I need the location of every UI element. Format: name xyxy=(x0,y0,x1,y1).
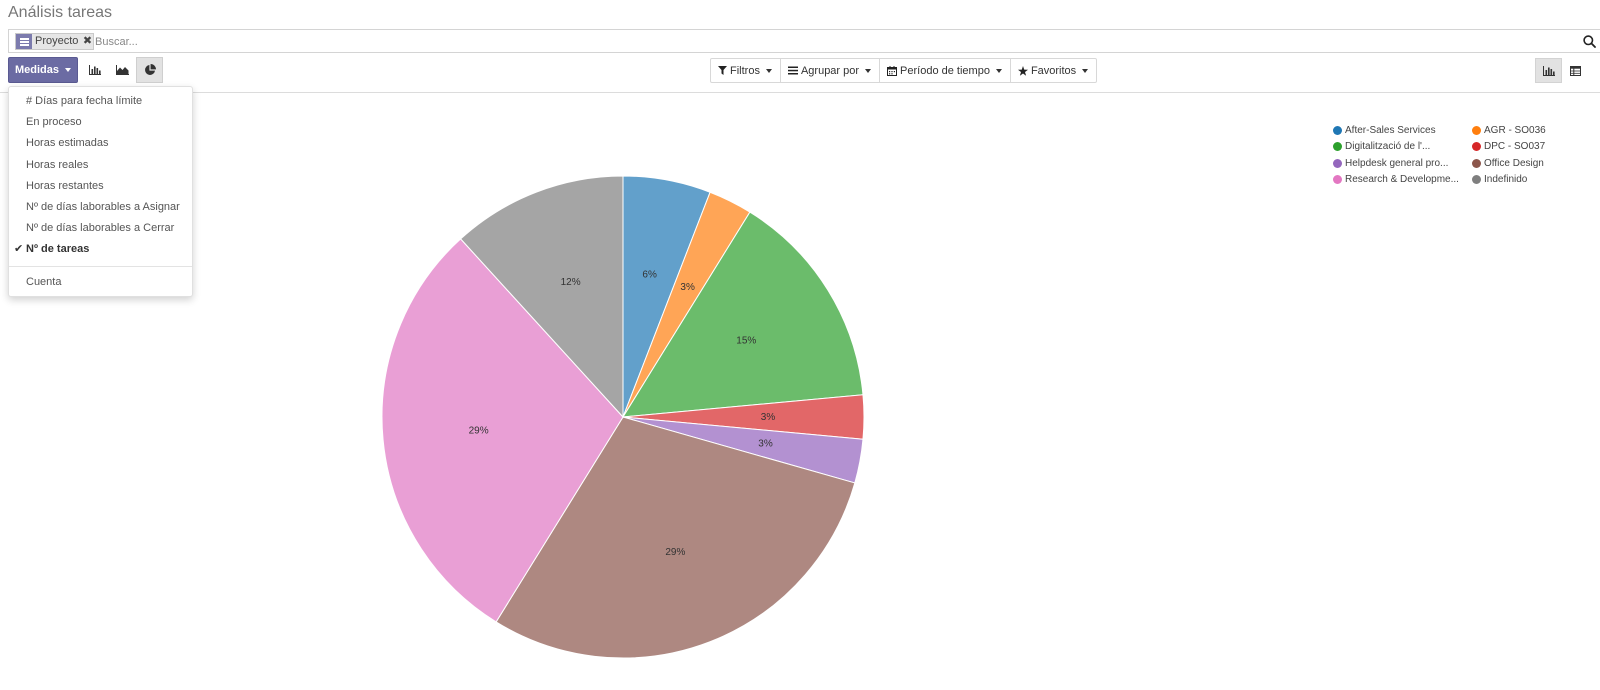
star-icon xyxy=(1017,65,1028,76)
legend-item[interactable]: Office Design xyxy=(1472,156,1544,170)
check-icon: ✔ xyxy=(14,243,24,256)
graph-view-icon xyxy=(1542,65,1555,76)
legend-color-swatch xyxy=(1333,175,1342,184)
legend-color-swatch xyxy=(1333,142,1342,151)
legend-label: Office Design xyxy=(1484,157,1544,169)
group-by-label: Agrupar por xyxy=(800,64,860,77)
pie-slice-label: 12% xyxy=(561,277,581,288)
pie-slice-label: 3% xyxy=(761,412,776,423)
group-by-facet-icon xyxy=(16,34,32,49)
measures-button[interactable]: Medidas xyxy=(8,57,78,83)
measure-option[interactable]: # Días para fecha límite xyxy=(9,91,192,112)
legend-color-swatch xyxy=(1333,158,1342,168)
legend-item[interactable]: DPC - SO037 xyxy=(1472,140,1545,154)
search-options-group: Filtros Agrupar por Período de tiempo Fa… xyxy=(710,58,1098,83)
view-switcher xyxy=(1535,58,1589,83)
legend-label: AGR - SO036 xyxy=(1484,124,1546,136)
control-panel-divider xyxy=(0,92,1600,93)
pie-slice-label: 29% xyxy=(469,425,489,436)
legend-color-swatch xyxy=(1472,158,1481,168)
measure-option[interactable]: Nº de días laborables a Asignar xyxy=(9,197,192,218)
pie-slice[interactable] xyxy=(459,175,624,419)
time-period-label: Período de tiempo xyxy=(900,64,990,77)
legend-label: After-Sales Services xyxy=(1345,124,1436,136)
pie-slice-label: 6% xyxy=(642,269,657,280)
pivot-view-icon xyxy=(1570,65,1581,76)
measure-option-label: Nº de tareas xyxy=(26,243,90,256)
favorites-button[interactable]: Favoritos xyxy=(1009,59,1096,82)
legend-label: DPC - SO037 xyxy=(1484,141,1546,152)
measure-option[interactable]: En proceso xyxy=(9,112,192,133)
line-chart-icon xyxy=(116,65,129,75)
bar-chart-icon xyxy=(88,65,101,75)
search-bar: Proyecto ✖ xyxy=(8,29,1600,53)
measure-option[interactable]: Horas restantes xyxy=(9,176,192,197)
group-by-button[interactable]: Agrupar por xyxy=(779,59,879,82)
measure-option-label: Nº de días laborables a Asignar xyxy=(26,200,180,213)
pie-chart-icon xyxy=(144,64,156,75)
measure-option-label: Nº de días laborables a Cerrar xyxy=(26,222,175,235)
caret-down-icon xyxy=(995,68,1002,73)
measure-option-label: Horas restantes xyxy=(26,179,104,192)
calendar-icon xyxy=(887,65,898,76)
measure-option-label: En proceso xyxy=(26,116,82,129)
search-facet-proyecto[interactable]: Proyecto ✖ xyxy=(15,33,95,50)
legend-label: Helpdesk general pro... xyxy=(1345,157,1449,169)
pie-slice[interactable] xyxy=(622,211,864,418)
measures-dropdown-menu: # Días para fecha límite En proceso Horas … xyxy=(8,86,193,297)
legend-color-swatch xyxy=(1472,125,1481,135)
search-icon[interactable] xyxy=(1583,35,1596,48)
legend-color-swatch xyxy=(1472,142,1481,151)
graph-view-button[interactable] xyxy=(1535,58,1562,83)
measure-option[interactable]: ✔ Nº de tareas xyxy=(9,239,192,260)
time-period-button[interactable]: Período de tiempo xyxy=(879,59,1010,82)
measures-label: Medidas xyxy=(14,64,59,76)
page-title: Análisis tareas xyxy=(8,4,113,21)
bar-chart-button[interactable] xyxy=(81,57,108,83)
search-input[interactable] xyxy=(93,32,693,51)
legend-item[interactable]: Helpdesk general pro... xyxy=(1333,156,1448,170)
pie-slice-label: 3% xyxy=(758,439,773,450)
filters-label: Filtros xyxy=(730,64,760,77)
measure-option-label: Horas estimadas xyxy=(26,137,109,150)
pivot-view-button[interactable] xyxy=(1562,58,1589,83)
legend-label: Digitalització de l'... xyxy=(1345,141,1431,152)
legend-label: Research & Developme... xyxy=(1345,174,1459,185)
pie-slice-label: 3% xyxy=(680,282,695,293)
pie-chart-button[interactable] xyxy=(136,57,163,83)
favorites-label: Favoritos xyxy=(1030,64,1077,77)
caret-down-icon xyxy=(865,68,872,73)
measure-option[interactable]: Horas reales xyxy=(9,155,192,176)
legend-item[interactable]: Indefinido xyxy=(1472,173,1527,187)
caret-down-icon xyxy=(65,68,71,72)
line-chart-button[interactable] xyxy=(109,57,136,83)
menu-divider xyxy=(9,265,192,267)
bars-icon xyxy=(787,66,798,75)
measure-option[interactable]: Nº de días laborables a Cerrar xyxy=(9,218,192,239)
legend-color-swatch xyxy=(1472,175,1481,184)
legend-label: Indefinido xyxy=(1484,174,1528,185)
measure-option-label: # Días para fecha límite xyxy=(26,95,143,107)
pie-chart: 6% 3% 15% 3% 3% 29% 29% 12% xyxy=(381,175,865,659)
legend-item[interactable]: Research & Developme... xyxy=(1333,173,1459,187)
control-panel: Medidas Filtros Agrupar por xyxy=(0,57,1600,85)
measure-option-label: Horas reales xyxy=(26,158,89,171)
legend-item[interactable]: Digitalització de l'... xyxy=(1333,140,1430,154)
legend-color-swatch xyxy=(1333,125,1342,135)
legend-item[interactable]: After-Sales Services xyxy=(1333,123,1436,137)
filters-button[interactable]: Filtros xyxy=(711,59,780,82)
measure-option-count[interactable]: Cuenta xyxy=(26,275,62,288)
caret-down-icon xyxy=(1082,68,1089,73)
facet-remove-icon[interactable]: ✖ xyxy=(82,35,93,47)
pie-slice-label: 15% xyxy=(736,336,756,347)
facet-label: Proyecto xyxy=(35,35,79,47)
measure-option[interactable]: Horas estimadas xyxy=(9,133,192,154)
pie-slice[interactable] xyxy=(381,238,624,623)
filter-icon xyxy=(718,66,727,75)
legend-item[interactable]: AGR - SO036 xyxy=(1472,123,1546,137)
pie-slice-label: 29% xyxy=(665,547,685,558)
caret-down-icon xyxy=(765,68,772,73)
